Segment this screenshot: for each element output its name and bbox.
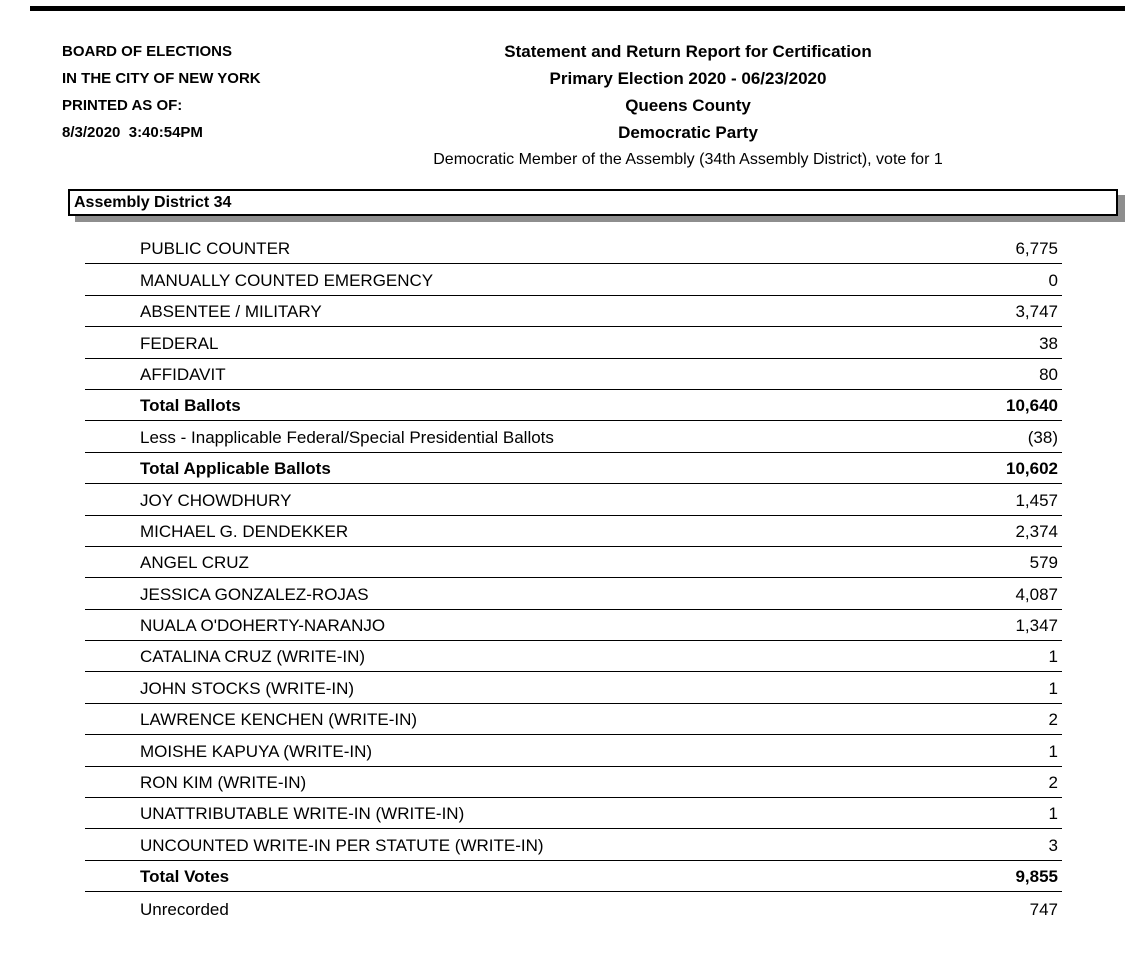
report-header: BOARD OF ELECTIONS IN THE CITY OF NEW YO… [0,0,1125,173]
row-value: 579 [1029,553,1058,573]
row-label: RON KIM (WRITE-IN) [140,773,307,793]
election-name: Primary Election 2020 - 06/23/2020 [549,69,827,88]
row-value: 1,347 [1015,616,1058,636]
row-label: UNATTRIBUTABLE WRITE-IN (WRITE-IN) [140,804,465,824]
table-row: UNATTRIBUTABLE WRITE-IN (WRITE-IN) 1 [85,798,1062,830]
table-row: MANUALLY COUNTED EMERGENCY 0 [85,264,1062,296]
row-value: 9,855 [1015,867,1058,887]
section-title: Assembly District 34 [74,194,232,211]
row-value: 80 [1039,364,1058,384]
row-label: Unrecorded [140,899,229,919]
table-row: UNCOUNTED WRITE-IN PER STATUTE (WRITE-IN… [85,829,1062,861]
table-row: MICHAEL G. DENDEKKER 2,374 [85,516,1062,547]
table-row-total-ballots: Total Ballots 10,640 [85,390,1062,422]
table-row: JOY CHOWDHURY 1,457 [85,484,1062,516]
table-row: PUBLIC COUNTER 6,775 [85,233,1062,265]
row-label: FEDERAL [140,333,219,353]
table-row: ANGEL CRUZ 579 [85,547,1062,579]
row-value: 10,602 [1006,459,1058,479]
row-value: 4,087 [1015,584,1058,604]
row-label: MANUALLY COUNTED EMERGENCY [140,270,434,290]
row-value: 10,640 [1006,396,1058,416]
agency-name-line2: IN THE CITY OF NEW YORK [62,70,261,87]
row-value: 3 [1048,835,1058,855]
row-label: ABSENTEE / MILITARY [140,302,322,322]
table-row: MOISHE KAPUYA (WRITE-IN) 1 [85,735,1062,767]
row-label: Total Applicable Ballots [140,459,331,479]
top-rule [30,6,1125,11]
row-label: MICHAEL G. DENDEKKER [140,521,349,541]
row-value: (38) [1027,427,1058,447]
row-value: 1 [1048,804,1058,824]
section-header: Assembly District 34 [68,189,1118,216]
county-name: Queens County [625,96,751,115]
row-label: JESSICA GONZALEZ-ROJAS [140,584,369,604]
report-title-block: Statement and Return Report for Certific… [251,0,1125,173]
row-value: 1 [1048,678,1058,698]
row-value: 3,747 [1015,302,1058,322]
row-value: 2 [1048,773,1058,793]
table-row-total-votes: Total Votes 9,855 [85,861,1062,893]
row-value: 6,775 [1015,239,1058,259]
table-row-unrecorded: Unrecorded 747 [85,892,1062,923]
table-row: JOHN STOCKS (WRITE-IN) 1 [85,672,1062,704]
row-value: 1 [1048,647,1058,667]
row-label: JOY CHOWDHURY [140,490,292,510]
row-value: 38 [1039,333,1058,353]
table-row-total-applicable-ballots: Total Applicable Ballots 10,602 [85,453,1062,485]
table-row: CATALINA CRUZ (WRITE-IN) 1 [85,641,1062,673]
table-row: JESSICA GONZALEZ-ROJAS 4,087 [85,578,1062,610]
table-row: RON KIM (WRITE-IN) 2 [85,767,1062,799]
report-title: Statement and Return Report for Certific… [504,42,872,61]
row-label: PUBLIC COUNTER [140,239,291,259]
row-value: 2,374 [1015,521,1058,541]
row-value: 1,457 [1015,490,1058,510]
table-row: LAWRENCE KENCHEN (WRITE-IN) 2 [85,704,1062,736]
table-row: FEDERAL 38 [85,327,1062,359]
party-name: Democratic Party [618,123,758,142]
table-row: AFFIDAVIT 80 [85,359,1062,390]
row-value: 1 [1048,741,1058,761]
row-value: 747 [1029,899,1058,919]
contest-description: Democratic Member of the Assembly (34th … [433,151,943,168]
row-label: Total Ballots [140,396,241,416]
row-label: JOHN STOCKS (WRITE-IN) [140,678,355,698]
agency-name-line1: BOARD OF ELECTIONS [62,43,233,60]
agency-block: BOARD OF ELECTIONS IN THE CITY OF NEW YO… [62,38,261,146]
row-label: Total Votes [140,867,230,887]
row-label: AFFIDAVIT [140,364,226,384]
table-row: NUALA O'DOHERTY-NARANJO 1,347 [85,610,1062,642]
row-label: Less - Inapplicable Federal/Special Pres… [140,427,554,447]
results-table: PUBLIC COUNTER 6,775 MANUALLY COUNTED EM… [85,233,1062,924]
row-label: NUALA O'DOHERTY-NARANJO [140,616,386,636]
printed-timestamp: 8/3/2020 3:40:54PM [62,124,203,141]
row-label: CATALINA CRUZ (WRITE-IN) [140,647,366,667]
table-row: ABSENTEE / MILITARY 3,747 [85,296,1062,328]
row-value: 0 [1048,270,1058,290]
row-label: MOISHE KAPUYA (WRITE-IN) [140,741,373,761]
row-value: 2 [1048,710,1058,730]
printed-as-of-label: PRINTED AS OF: [62,97,183,114]
row-label: UNCOUNTED WRITE-IN PER STATUTE (WRITE-IN… [140,835,544,855]
row-label: LAWRENCE KENCHEN (WRITE-IN) [140,710,418,730]
table-row: Less - Inapplicable Federal/Special Pres… [85,421,1062,453]
row-label: ANGEL CRUZ [140,553,249,573]
